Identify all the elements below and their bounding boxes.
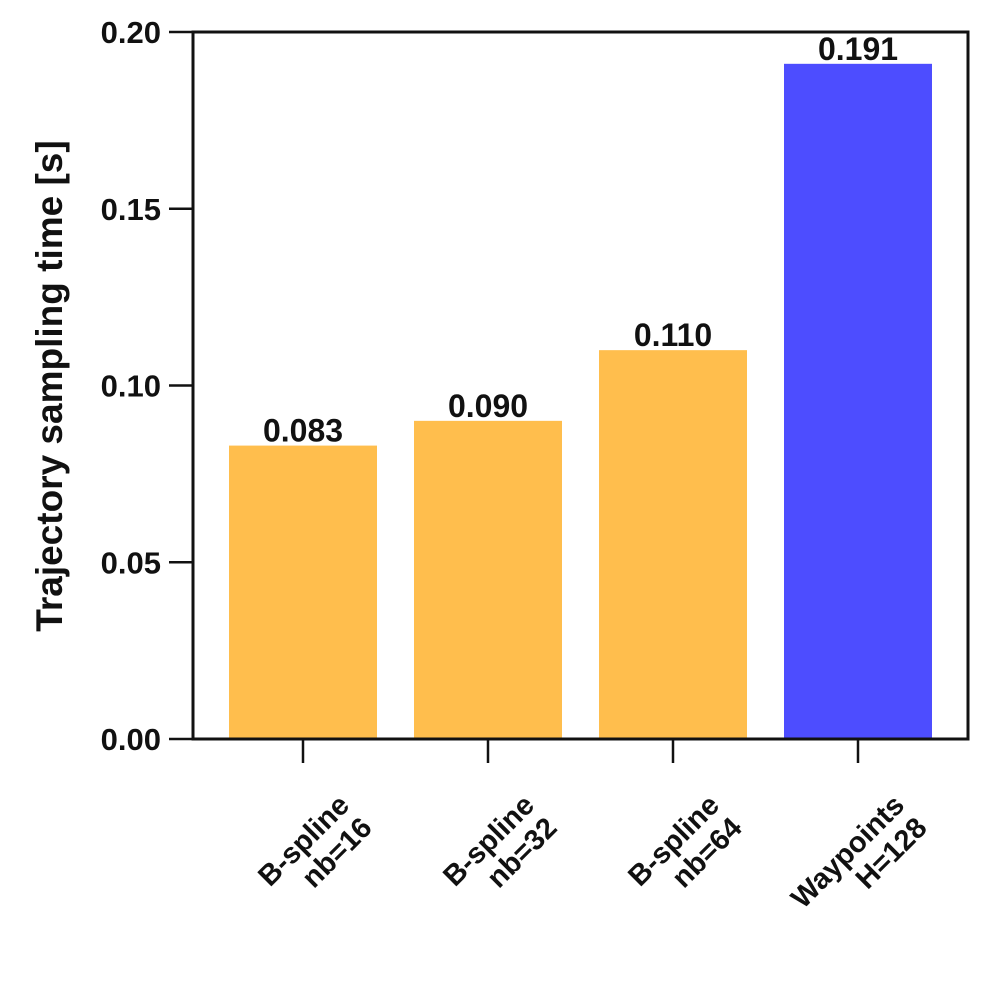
bar [784, 63, 932, 739]
value-labels: 0.083 0.090 0.110 0.191 [263, 31, 898, 449]
y-tick-label: 0.20 [101, 15, 161, 50]
bar [414, 420, 562, 739]
y-tick-label: 0.15 [101, 192, 161, 227]
y-tick-label: 0.10 [101, 369, 161, 404]
bar [229, 445, 377, 739]
bar-value-label: 0.191 [818, 31, 898, 67]
bars [229, 63, 932, 739]
bar [599, 350, 747, 739]
y-axis: 0.00 0.05 0.10 0.15 0.20 [101, 15, 193, 757]
y-tick-label: 0.05 [101, 545, 161, 580]
plot-frame [191, 30, 970, 741]
y-tick-label: 0.00 [101, 722, 161, 757]
bar-value-label: 0.083 [263, 413, 343, 449]
bar-value-label: 0.110 [634, 317, 712, 353]
bar-value-label: 0.090 [448, 388, 528, 424]
y-axis-label: Trajectory sampling time [s] [29, 140, 70, 631]
